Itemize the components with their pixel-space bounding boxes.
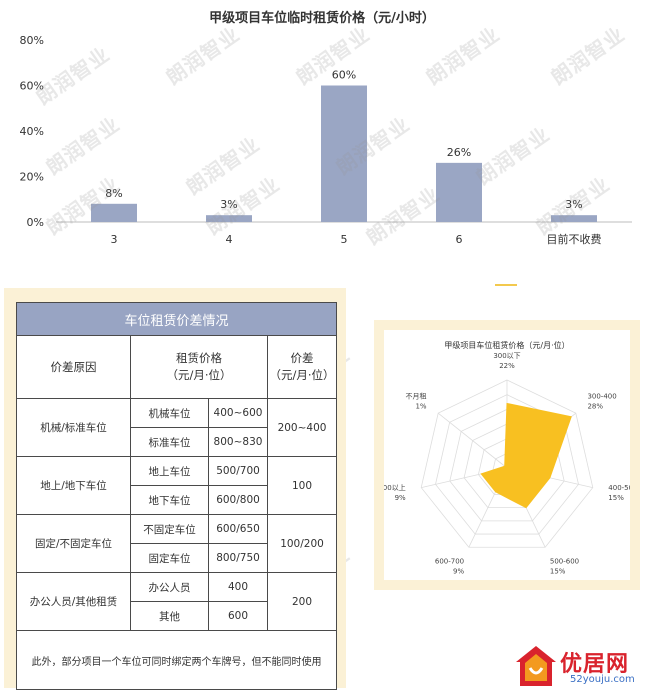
radar-chart-title: 甲级项目车位租赁价格（元/月·位） [444, 340, 569, 350]
type-cell: 不固定车位 [130, 514, 209, 544]
price-cell: 600/800 [208, 485, 268, 515]
radar-value-label: 9% [395, 494, 406, 502]
youju-logo: 优居网 52youju.com [512, 640, 648, 694]
bar [321, 85, 367, 222]
radar-value-label: 28% [587, 403, 603, 411]
bar [551, 215, 597, 222]
radar-series-area [480, 402, 572, 509]
price-cell: 400~600 [208, 398, 268, 428]
reason-cell: 固定/不固定车位 [16, 514, 131, 573]
bar-data-label: 8% [105, 187, 122, 200]
radar-value-label: 15% [550, 567, 566, 575]
table-row: 固定/不固定车位 不固定车位 600/650 100/200 [16, 514, 338, 573]
radar-category-label: 300-400 [587, 393, 616, 401]
diff-cell: 200 [266, 572, 338, 631]
radar-card: 甲级项目车位租赁价格（元/月·位） 300以下 22% 300-400 28% 400-… [378, 330, 638, 580]
reason-cell: 地上/地下车位 [16, 456, 131, 515]
bar-data-label: 3% [220, 198, 237, 211]
bar [436, 162, 482, 222]
radar-value-label: 1% [415, 403, 426, 411]
type-cell: 地上车位 [130, 456, 209, 486]
diff-cell: 100 [266, 456, 338, 515]
price-cell: 800~830 [208, 427, 268, 457]
bar-data-label: 26% [447, 146, 471, 159]
bar-chart-title: 甲级项目车位临时租赁价格（元/小时） [209, 10, 435, 26]
radar-category-label: 400-500 [608, 484, 630, 492]
radar-category-label: 不月租 [406, 393, 427, 401]
logo-name: 优居网 [560, 652, 630, 677]
x-tick-label: 3 [111, 233, 118, 246]
header-diff-line1: 价差 [290, 351, 314, 365]
radar-panel: 甲级项目车位租赁价格（元/月·位） 300以下 22% 300-400 28% 400-… [374, 320, 640, 590]
table-title: 车位租赁价差情况 [15, 302, 338, 336]
radar-value-label: 22% [499, 362, 515, 370]
price-difference-table: 车位租赁价差情况 价差原因 租赁价格 （元/月·位） 价差 （元/月·位） 机械… [15, 302, 338, 690]
bar-data-label: 3% [565, 198, 582, 211]
header-price-line1: 租赁价格 [176, 351, 222, 365]
radar-category-label: 700以上 [384, 483, 406, 492]
price-cell: 600 [208, 601, 268, 631]
radar-chart: 甲级项目车位租赁价格（元/月·位） 300以下 22% 300-400 28% 400-… [378, 340, 637, 575]
table-row: 标准车位 800~830 [17, 427, 337, 457]
type-cell: 机械车位 [130, 398, 209, 428]
price-cell: 800/750 [208, 543, 268, 573]
radar-category-label: 300以下 [493, 352, 520, 360]
price-cell: 600/650 [208, 514, 268, 544]
header-price: 租赁价格 （元/月·位） [130, 335, 268, 399]
radar-category-label: 500-600 [550, 557, 579, 565]
radar-value-label: 15% [608, 494, 624, 502]
table-row: 机械/标准车位 机械车位 400~600 200~400 [16, 398, 338, 457]
type-cell: 标准车位 [130, 427, 209, 457]
logo-url: 52youju.com [570, 674, 635, 685]
type-cell: 地下车位 [130, 485, 209, 515]
header-diff-line2: （元/月·位） [269, 368, 335, 382]
header-price-line2: （元/月·位） [166, 368, 232, 382]
y-tick-label: 0% [27, 216, 44, 229]
radar-spoke [437, 412, 508, 469]
type-cell: 固定车位 [130, 543, 209, 573]
radar-grid-ring [420, 379, 594, 548]
bar [206, 215, 252, 222]
bar-chart: 甲级项目车位临时租赁价格（元/小时） 0% 20% 40% 60% 80% 8% 3% 60… [20, 10, 632, 246]
y-tick-label: 40% [20, 125, 44, 138]
radar-category-label: 600-700 [435, 557, 464, 565]
x-tick-label: 目前不收费 [547, 232, 602, 246]
diff-cell: 200~400 [266, 398, 338, 457]
bar-data-label: 60% [332, 69, 356, 82]
price-difference-panel: 车位租赁价差情况 价差原因 租赁价格 （元/月·位） 价差 （元/月·位） 机械… [4, 288, 346, 690]
y-tick-label: 60% [20, 80, 44, 93]
header-diff: 价差 （元/月·位） [266, 335, 338, 399]
header-reason: 价差原因 [16, 335, 131, 399]
house-logo-icon [516, 646, 556, 686]
table-row: 办公人员/其他租赁 办公人员 400 200 [16, 572, 338, 631]
x-tick-label: 4 [226, 233, 233, 246]
x-tick-label: 6 [456, 233, 463, 246]
x-tick-label: 5 [341, 233, 348, 246]
price-cell: 500/700 [208, 456, 268, 486]
table-note: 此外，部分项目一个车位可同时绑定两个车牌号，但不能同时使用 [15, 630, 338, 690]
table-row: 固定车位 800/750 [17, 543, 337, 573]
reason-cell: 机械/标准车位 [16, 398, 131, 457]
y-tick-label: 80% [20, 34, 44, 47]
y-tick-label: 20% [20, 171, 44, 184]
diff-cell: 100/200 [266, 514, 338, 573]
reason-cell: 办公人员/其他租赁 [16, 572, 131, 631]
type-cell: 办公人员 [130, 572, 209, 602]
price-cell: 400 [208, 572, 268, 602]
type-cell: 其他 [130, 601, 209, 631]
bar [91, 203, 137, 222]
decorative-accent-line [495, 284, 517, 286]
table-row: 地上/地下车位 地上车位 500/700 100 [16, 456, 338, 515]
radar-grid-ring [435, 394, 579, 535]
radar-value-label: 9% [453, 567, 464, 575]
